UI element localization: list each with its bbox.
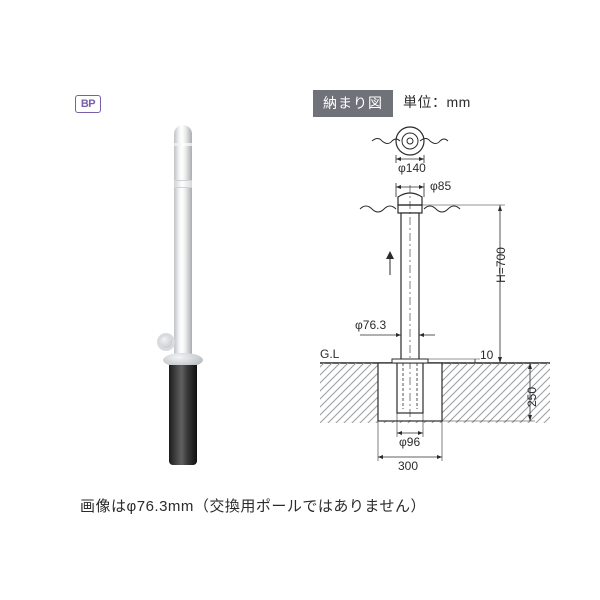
- diagram-title: 納まり図: [313, 90, 393, 117]
- label-cap-dia: φ85: [430, 179, 451, 193]
- label-sleeve-dia: φ96: [399, 435, 420, 449]
- diagram-unit: 単位：mm: [403, 92, 471, 112]
- elevation-view: φ85 φ76.3 G.L: [320, 179, 550, 473]
- label-ground: G.L: [320, 347, 340, 361]
- photo-caption: 画像はφ76.3mm（交換用ポールではありません）: [80, 495, 426, 516]
- label-pole-dia: φ76.3: [355, 318, 386, 332]
- label-offset: 10: [480, 348, 494, 362]
- installation-diagram: φ140 φ85: [300, 115, 570, 475]
- label-height: H=700: [494, 247, 508, 283]
- plan-view: φ140: [372, 127, 448, 175]
- bollard-illustration: [165, 125, 201, 465]
- label-embed: 250: [525, 387, 539, 407]
- product-photo: [70, 90, 280, 480]
- label-top-dia: φ140: [398, 161, 426, 175]
- label-foot-w: 300: [398, 459, 418, 473]
